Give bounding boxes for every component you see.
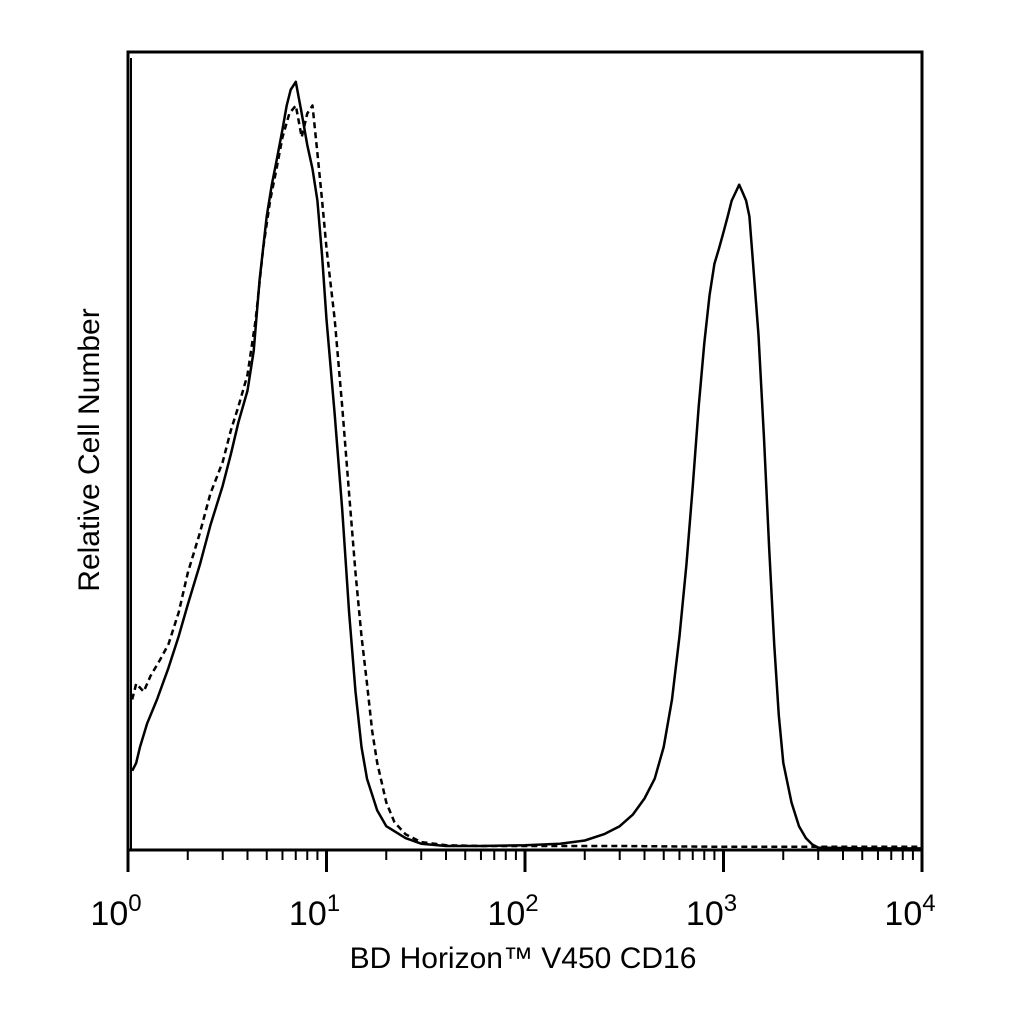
y-axis-label: Relative Cell Number [73,308,106,591]
x-tick-label: 100 [90,890,141,933]
x-tick-label: 101 [289,890,340,933]
x-axis-tick-labels: 100 101 102 103 104 [90,890,935,933]
x-tick-label: 103 [686,890,737,933]
x-axis-ticks [126,850,924,872]
series-line-dashed [130,104,922,849]
x-tick-label: 102 [487,890,538,933]
series-group [130,80,922,850]
series-line-solid [131,80,922,850]
x-tick-label: 104 [884,890,935,933]
x-axis-label: BD Horizon™ V450 CD16 [350,942,697,975]
